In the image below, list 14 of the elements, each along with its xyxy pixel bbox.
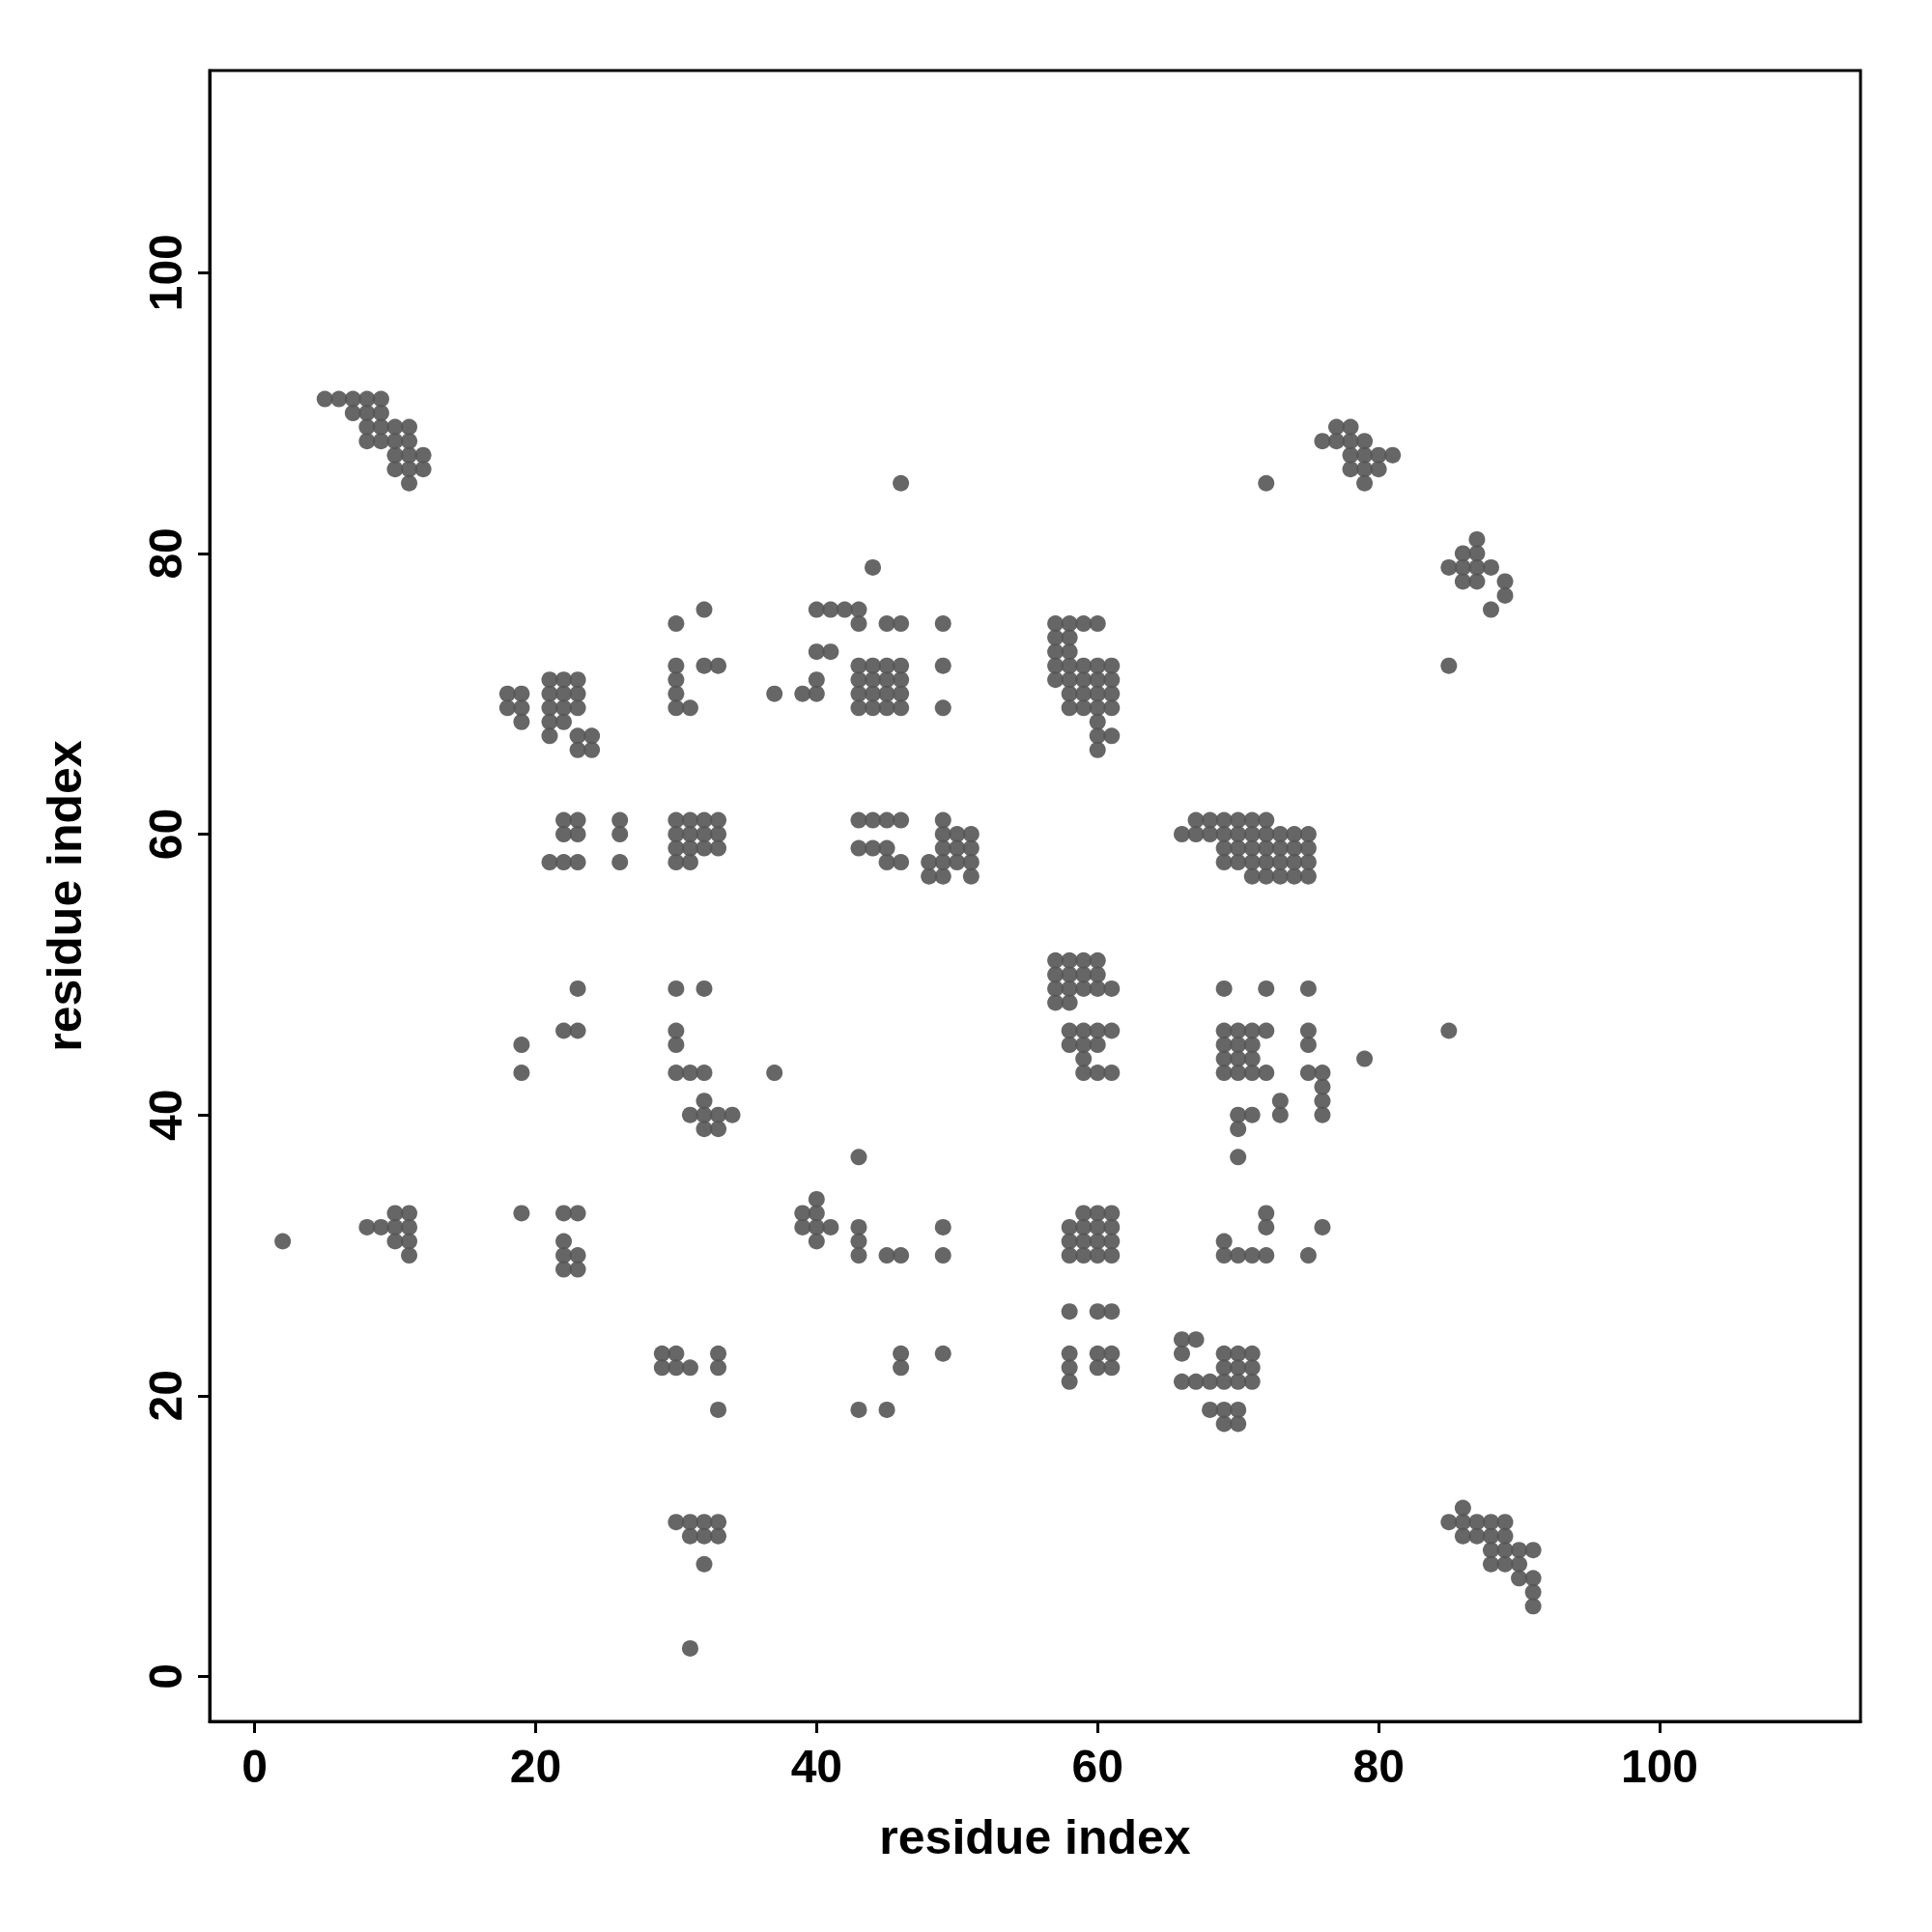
y-tick-label: 80 bbox=[139, 527, 191, 580]
x-tick-label: 80 bbox=[1352, 1740, 1405, 1792]
y-tick-label: 40 bbox=[139, 1089, 191, 1141]
y-tick-label: 0 bbox=[139, 1663, 191, 1690]
y-tick-label: 100 bbox=[139, 234, 191, 312]
y-tick-label: 60 bbox=[139, 808, 191, 861]
x-tick-label: 40 bbox=[790, 1740, 843, 1792]
x-tick-label: 60 bbox=[1071, 1740, 1123, 1792]
y-tick-label: 20 bbox=[139, 1370, 191, 1422]
x-tick-label: 100 bbox=[1620, 1740, 1699, 1792]
x-tick-label: 0 bbox=[242, 1740, 268, 1792]
x-axis-title: residue index bbox=[879, 1810, 1191, 1864]
y-axis-title: residue index bbox=[38, 740, 92, 1052]
x-tick-label: 20 bbox=[509, 1740, 562, 1792]
